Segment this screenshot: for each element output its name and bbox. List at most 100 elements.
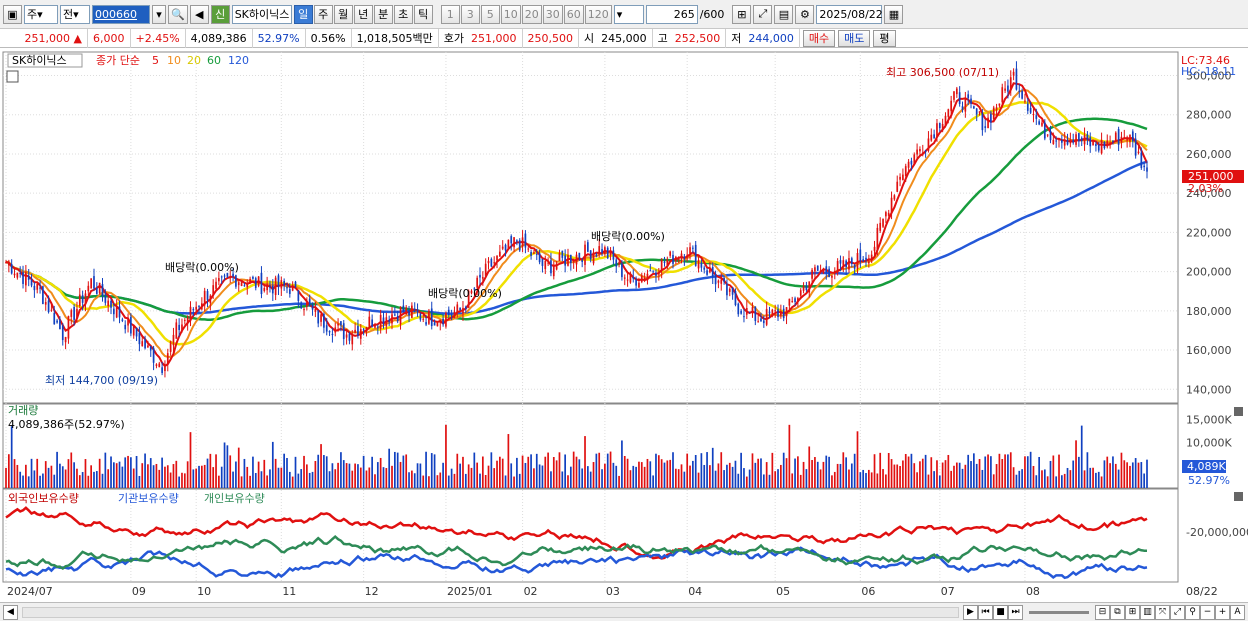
zoom-in-icon[interactable]: + (1215, 604, 1230, 620)
speaker-icon[interactable]: ◀︎ (189, 4, 209, 24)
candle-body (16, 272, 19, 278)
step-button-30[interactable]: 30 (542, 4, 563, 24)
volume-bar (1018, 470, 1021, 488)
date-input[interactable]: 2025/08/22 (816, 4, 883, 24)
candle-body (1112, 140, 1114, 142)
open-price: 245,000 (596, 28, 653, 48)
volume-bar (1072, 460, 1075, 488)
volume-pane-close-icon[interactable] (1234, 407, 1243, 416)
scroll-left-icon[interactable]: ◀ (3, 604, 18, 620)
window-icon[interactable]: ▣ (3, 4, 22, 24)
volume-bar (484, 474, 487, 488)
candle-body (919, 149, 921, 152)
draw-tool-icon[interactable]: ⤢ (753, 4, 773, 24)
horizontal-scrollbar[interactable] (22, 606, 959, 618)
buy-button[interactable]: 매수 (802, 29, 836, 47)
volume-bar (425, 451, 427, 488)
stop-icon[interactable]: ■ (993, 604, 1008, 620)
volume-bar (164, 466, 166, 488)
step-button-20[interactable]: 20 (521, 4, 542, 24)
volume-bar (1015, 474, 1018, 488)
volume-bar (161, 457, 163, 488)
stock-chart[interactable]: 300,000 280,000 260,000 240,000 220,000 200,0… (0, 50, 1248, 602)
period-tab-0[interactable]: 일 (293, 4, 313, 24)
volume-bar (615, 465, 618, 488)
volume-bar (442, 462, 444, 488)
volume-bar (859, 472, 862, 488)
candle-body (609, 250, 612, 256)
candle-body (535, 254, 538, 256)
first-page-icon[interactable]: ⏮ (978, 604, 993, 620)
candle-body (166, 353, 169, 364)
step-button-3[interactable]: 3 (460, 4, 480, 24)
font-size-icon[interactable]: A (1230, 604, 1245, 620)
volume-bar (447, 475, 450, 488)
volume-bar (166, 465, 169, 488)
candle-body (771, 309, 774, 317)
last-page-icon[interactable]: ⏭ (1008, 604, 1023, 620)
zoom-out-icon[interactable]: − (1200, 604, 1215, 620)
period-tab-3[interactable]: 년 (353, 4, 373, 24)
save-icon[interactable]: ▤ (774, 4, 794, 24)
candle-body (799, 290, 802, 296)
compare-icon[interactable]: ⤧ (1155, 604, 1170, 620)
credit-badge[interactable]: 신 (210, 4, 230, 24)
candle-body (1007, 85, 1009, 92)
trend-icon[interactable]: ⤢ (1170, 604, 1185, 620)
settings-icon[interactable]: ⚙ (795, 4, 815, 24)
link-icon[interactable]: ⚲ (1185, 604, 1200, 620)
chart-option-icon[interactable] (6, 70, 19, 83)
stock-code-input[interactable]: 000660 (92, 4, 150, 24)
volume-bar (751, 453, 754, 488)
volume-bar (785, 458, 788, 488)
prev-select[interactable]: 전 ▾ (60, 4, 90, 24)
chart-tools-icon[interactable]: ⊞ (732, 4, 752, 24)
volume-bar (595, 453, 598, 488)
sell-button[interactable]: 매도 (838, 29, 871, 47)
holdings-line-0 (5, 506, 1148, 560)
volume-bar (294, 456, 297, 488)
layout-icon[interactable]: ⊟ (1095, 604, 1110, 620)
volume-bar (950, 470, 953, 488)
volume-bar (666, 460, 669, 488)
step-button-120[interactable]: 120 (584, 4, 612, 24)
step-button-10[interactable]: 10 (500, 4, 521, 24)
candle-body (19, 273, 22, 275)
code-dropdown-icon[interactable]: ▾ (152, 4, 166, 24)
period-tab-1[interactable]: 주 (313, 4, 333, 24)
zoom-slider[interactable] (1029, 610, 1089, 614)
candle-body (513, 237, 515, 248)
candle-body (899, 176, 901, 180)
volume-bar (172, 464, 175, 488)
volume-bar (530, 454, 532, 488)
chart-type-icon[interactable]: ▥ (1140, 604, 1155, 620)
candle-body (1015, 68, 1018, 90)
search-icon[interactable]: 🔍 (168, 4, 188, 24)
volume-current-marker-label: 4,089K (1187, 460, 1226, 473)
candle-body (1086, 134, 1089, 140)
period-tab-4[interactable]: 분 (373, 4, 393, 24)
step-button-5[interactable]: 5 (480, 4, 500, 24)
custom-step-select[interactable]: ▾ (613, 4, 644, 24)
period-tab-6[interactable]: 틱 (413, 4, 433, 24)
candle-body (467, 290, 470, 308)
candle-body (1021, 90, 1023, 99)
scroll-right-icon[interactable]: ▶ (963, 604, 978, 620)
candle-body (836, 261, 839, 272)
candle-body (320, 314, 322, 322)
period-tab-2[interactable]: 월 (333, 4, 353, 24)
holdings-pane-close-icon[interactable] (1234, 492, 1243, 501)
calendar-icon[interactable]: ▦ (884, 4, 904, 24)
step-button-1[interactable]: 1 (440, 4, 460, 24)
time-tick-label: 08/22 (1186, 585, 1218, 598)
period-tab-5[interactable]: 초 (393, 4, 413, 24)
dividend-annotation-2: 배당락(0.00%) (428, 287, 502, 300)
grid-icon[interactable]: ⊞ (1125, 604, 1140, 620)
step-button-60[interactable]: 60 (563, 4, 584, 24)
candle-body (587, 242, 589, 252)
period-select[interactable]: 주 ▾ (24, 4, 58, 24)
evaluate-button[interactable]: 평 (873, 29, 896, 47)
copy-icon[interactable]: ⧉ (1110, 604, 1125, 620)
volume-bar (1092, 467, 1094, 488)
candle-body (200, 303, 203, 310)
